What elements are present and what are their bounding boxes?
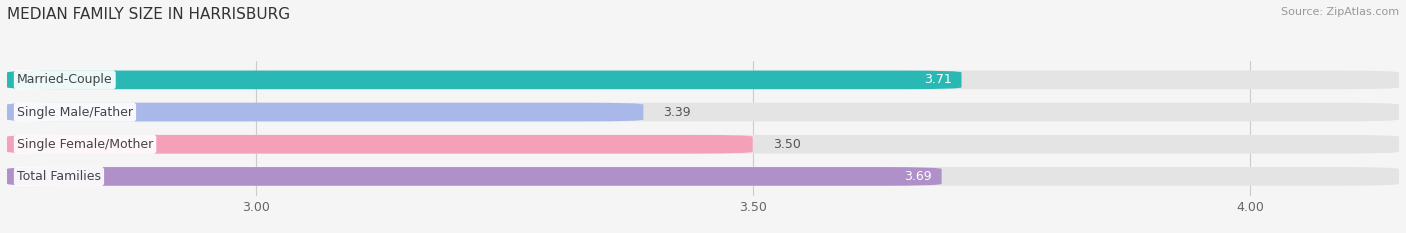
Text: Single Male/Father: Single Male/Father <box>17 106 134 119</box>
Text: 3.69: 3.69 <box>904 170 932 183</box>
FancyBboxPatch shape <box>7 103 1399 121</box>
Text: Single Female/Mother: Single Female/Mother <box>17 138 153 151</box>
Text: 3.50: 3.50 <box>773 138 800 151</box>
FancyBboxPatch shape <box>7 167 1399 186</box>
FancyBboxPatch shape <box>7 135 1399 154</box>
Text: 3.71: 3.71 <box>924 73 952 86</box>
Text: Total Families: Total Families <box>17 170 101 183</box>
Text: Source: ZipAtlas.com: Source: ZipAtlas.com <box>1281 7 1399 17</box>
Text: MEDIAN FAMILY SIZE IN HARRISBURG: MEDIAN FAMILY SIZE IN HARRISBURG <box>7 7 290 22</box>
Text: 3.39: 3.39 <box>664 106 690 119</box>
FancyBboxPatch shape <box>7 167 942 186</box>
FancyBboxPatch shape <box>7 103 644 121</box>
Text: Married-Couple: Married-Couple <box>17 73 112 86</box>
FancyBboxPatch shape <box>7 71 1399 89</box>
FancyBboxPatch shape <box>7 135 752 154</box>
FancyBboxPatch shape <box>7 71 962 89</box>
